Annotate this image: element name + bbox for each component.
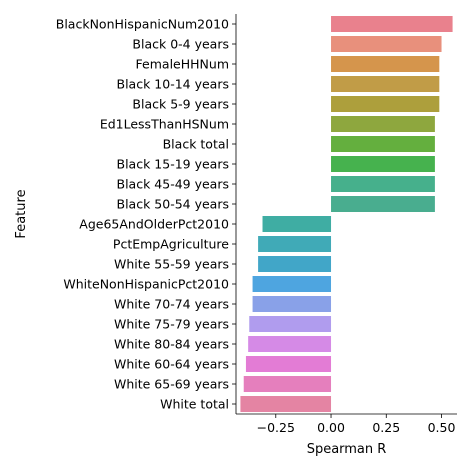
bar <box>331 36 442 52</box>
x-tick-label: 0.00 <box>317 420 345 435</box>
bar <box>258 236 332 252</box>
bar <box>331 196 435 212</box>
y-tick-label: White 55-59 years <box>114 257 229 272</box>
bar <box>331 116 435 132</box>
bar <box>331 176 435 192</box>
bar <box>249 316 332 332</box>
x-tick-label: 0.50 <box>428 420 456 435</box>
y-tick-label: Age65AndOlderPct2010 <box>79 217 229 232</box>
y-tick-label: White 60-64 years <box>114 357 229 372</box>
y-tick-label: Black 5-9 years <box>132 97 229 112</box>
x-tick-labels: −0.25 0.00 0.25 0.50 <box>257 420 456 435</box>
bar <box>258 256 332 272</box>
bar <box>240 396 332 412</box>
y-tick-label: Black 50-54 years <box>117 197 230 212</box>
bar <box>245 356 332 372</box>
y-tick-label: White 75-79 years <box>114 317 229 332</box>
y-tick-label: WhiteNonHispanicPct2010 <box>63 277 229 292</box>
x-axis-label: Spearman R <box>307 442 387 457</box>
y-tick-label: PctEmpAgriculture <box>113 237 229 252</box>
y-tick-label: White total <box>160 397 229 412</box>
y-tick-label: Black 0-4 years <box>132 37 229 52</box>
y-tick-marks <box>232 23 236 405</box>
bar <box>262 216 332 232</box>
y-tick-label: Black 15-19 years <box>117 157 230 172</box>
bar <box>331 16 453 32</box>
bar <box>331 156 435 172</box>
bar <box>248 336 332 352</box>
bar <box>252 296 332 312</box>
x-tick-label: −0.25 <box>257 420 295 435</box>
y-tick-label: Ed1LessThanHSNum <box>100 117 229 132</box>
bar <box>331 76 440 92</box>
bar <box>331 56 440 72</box>
x-tick-marks <box>275 414 442 418</box>
y-tick-label: White 70-74 years <box>114 297 229 312</box>
bars-group <box>240 16 453 412</box>
y-tick-label: White 80-84 years <box>114 337 229 352</box>
y-tick-labels: BlackNonHispanicNum2010 Black 0-4 years Fe… <box>56 17 230 412</box>
y-tick-label: Black total <box>163 137 229 152</box>
y-axis-label: Feature <box>14 189 29 238</box>
bar <box>331 136 435 152</box>
bar <box>252 276 332 292</box>
y-tick-label: Black 45-49 years <box>117 177 230 192</box>
x-tick-label: 0.25 <box>372 420 400 435</box>
y-tick-label: BlackNonHispanicNum2010 <box>56 17 229 32</box>
bar <box>331 96 440 112</box>
bar <box>243 376 332 392</box>
y-tick-label: White 65-69 years <box>114 377 229 392</box>
y-tick-label: FemaleHHNum <box>136 57 229 72</box>
y-tick-label: Black 10-14 years <box>117 77 230 92</box>
